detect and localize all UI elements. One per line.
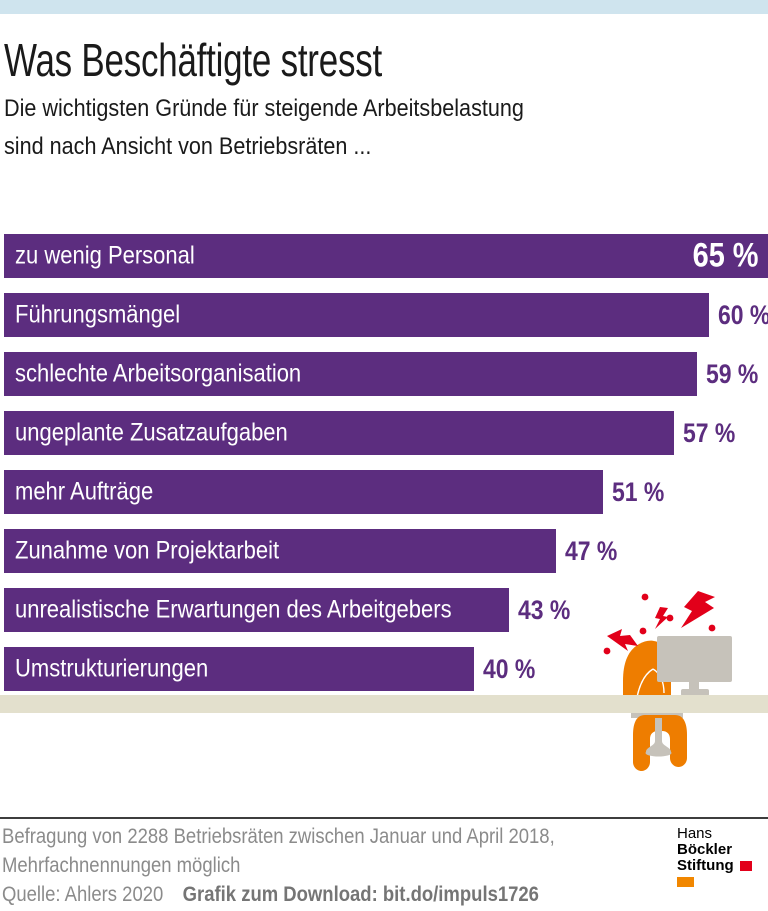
page-title-text: Was Beschäftigte stresst [4, 34, 382, 86]
logo-stiftung: Stiftung [677, 857, 734, 874]
bar-label: mehr Aufträge [15, 477, 154, 506]
bar: unrealistische Erwartungen des Arbeitgeb… [4, 588, 509, 632]
bar-value: 51 % [612, 477, 665, 507]
footer-divider [0, 817, 768, 819]
bar-value: 65 % [692, 236, 758, 275]
stressed-worker-illustration [593, 591, 768, 771]
bar-value: 40 % [483, 654, 536, 684]
bar-label: Führungsmängel [15, 300, 181, 329]
survey-note-line-2: Mehrfachnennungen möglich [2, 854, 241, 877]
stress-dot [603, 647, 611, 655]
logo-boeckler: Böckler [677, 841, 733, 858]
page-subtitle: Die wichtigsten Gründe für steigende Arb… [4, 90, 582, 166]
bar: ungeplante Zusatzaufgaben [4, 411, 674, 455]
bar-value: 60 % [718, 300, 768, 330]
logo-line-2: Stiftung [677, 858, 768, 890]
bar-row: mehr Aufträge 51 % [4, 470, 768, 514]
stress-dot [641, 593, 649, 601]
logo-hans: Hans [677, 825, 713, 842]
bar-row: schlechte Arbeitsorganisation 59 % [4, 352, 768, 396]
bar: zu wenig Personal 65 % [4, 234, 768, 278]
top-accent-stripe [0, 0, 768, 14]
bar-value: 59 % [706, 359, 759, 389]
bar: Zunahme von Projektarbeit [4, 529, 556, 573]
chair-pole [646, 718, 671, 752]
hbs-logo: Hans Böckler Stiftung [677, 826, 768, 890]
logo-orange-square [677, 877, 694, 887]
bar-label: unrealistische Erwartungen des Arbeitgeb… [15, 595, 452, 624]
desk-surface [0, 695, 768, 713]
desk-surface-segment [593, 695, 768, 713]
download-link-text: Grafik zum Download: bit.do/impuls1726 [182, 883, 539, 906]
monitor-icon [657, 636, 732, 682]
bar-row: ungeplante Zusatzaufgaben 57 % [4, 411, 768, 455]
page-title: Was Beschäftigte stresst [4, 33, 501, 87]
bar-value: 47 % [565, 536, 618, 566]
lightning-bolt-icon [681, 591, 715, 628]
source-text: Quelle: Ahlers 2020 [2, 883, 164, 906]
bar-value: 43 % [518, 595, 571, 625]
bar: mehr Aufträge [4, 470, 603, 514]
bar-label: Zunahme von Projektarbeit [15, 536, 280, 565]
stress-dot [708, 624, 716, 632]
bar: Umstrukturierungen [4, 647, 474, 691]
stress-dot [639, 627, 647, 635]
source-line: Quelle: Ahlers 2020 Grafik zum Download: … [2, 880, 612, 909]
bar-row: Zunahme von Projektarbeit 47 % [4, 529, 768, 573]
bar: schlechte Arbeitsorganisation [4, 352, 697, 396]
subtitle-line-2: sind nach Ansicht von Betriebsräten ... [4, 133, 372, 160]
survey-note: Befragung von 2288 Betriebsräten zwische… [2, 822, 630, 880]
bar-label: schlechte Arbeitsorganisation [15, 359, 302, 388]
bar-value: 57 % [683, 418, 736, 448]
bar: Führungsmängel [4, 293, 709, 337]
bar-label: Umstrukturierungen [15, 654, 209, 683]
bar-row: Führungsmängel 60 % [4, 293, 768, 337]
stress-dot [666, 614, 674, 622]
lightning-bolt-icon [655, 607, 668, 629]
logo-red-square [739, 861, 752, 871]
bar-row: zu wenig Personal 65 % [4, 234, 768, 278]
monitor-stand-base [681, 689, 709, 696]
survey-note-line-1: Befragung von 2288 Betriebsräten zwische… [2, 825, 555, 848]
chair-foot [645, 749, 672, 757]
subtitle-line-1: Die wichtigsten Gründe für steigende Arb… [4, 95, 524, 122]
lightning-bolt-icon [607, 629, 638, 651]
monitor-stand-neck [689, 682, 699, 690]
logo-line-1: Hans Böckler [677, 826, 768, 858]
bar-label: ungeplante Zusatzaufgaben [15, 418, 288, 447]
bar-label: zu wenig Personal [15, 241, 195, 270]
worker-legs [633, 715, 687, 771]
